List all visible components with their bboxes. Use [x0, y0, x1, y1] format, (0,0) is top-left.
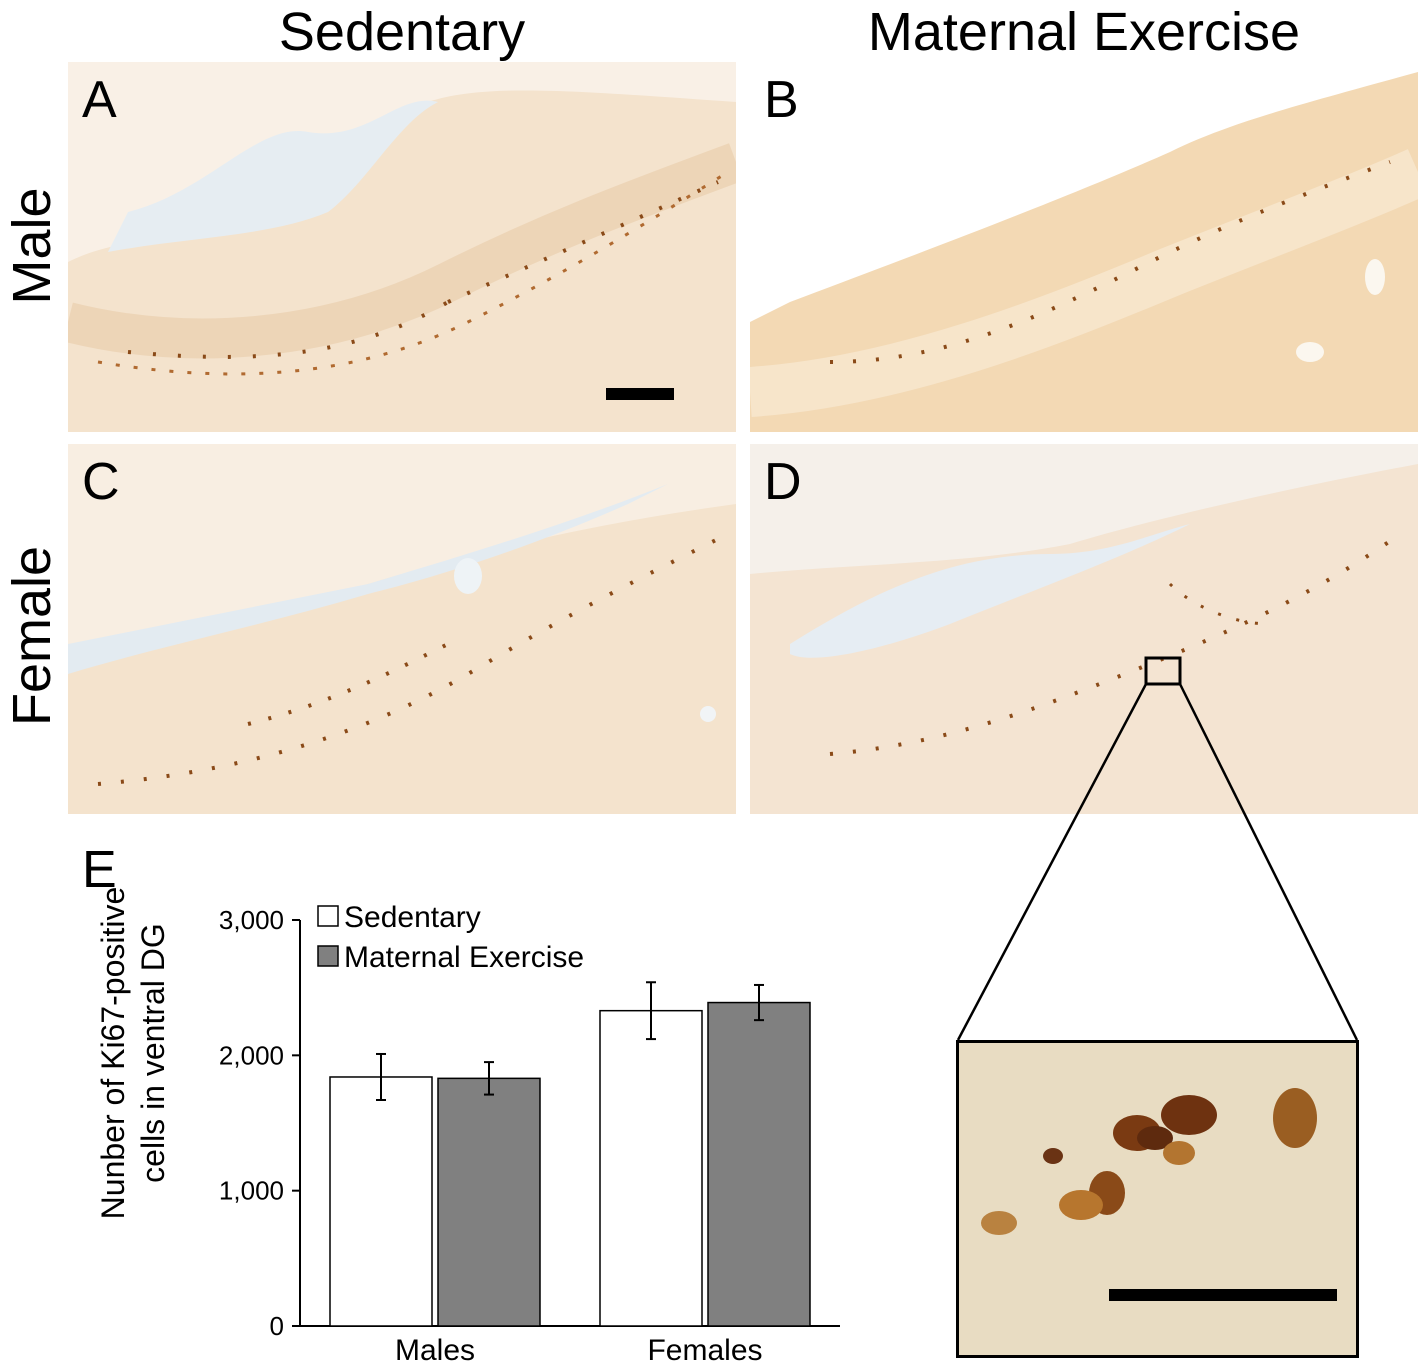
micrograph-c-image: [68, 444, 736, 814]
inset-cells-image: [959, 1043, 1356, 1355]
micrograph-panel-b: B: [750, 62, 1418, 432]
y-axis-label-line2: cells in ventral DG: [135, 923, 171, 1183]
panel-label-d: D: [764, 453, 802, 511]
y-tick-label: 2,000: [219, 1040, 284, 1070]
x-category-label: Females: [647, 1334, 762, 1362]
inset-high-magnification: [956, 1040, 1359, 1358]
micrograph-d-image: [750, 444, 1418, 814]
y-tick-label: 3,000: [219, 905, 284, 935]
micrograph-panel-a: A: [68, 62, 736, 432]
panel-label-e: E: [82, 841, 117, 899]
column-header-sedentary: Sedentary: [278, 2, 526, 62]
y-tick-label: 0: [270, 1311, 284, 1341]
legend-label-0: Sedentary: [344, 901, 481, 934]
bar-females-0: [599, 1009, 703, 1327]
y-tick-label: 1,000: [219, 1176, 284, 1206]
micrograph-panel-c: C: [68, 444, 736, 814]
bar-females-1: [707, 1001, 811, 1327]
x-category-label: Males: [395, 1334, 475, 1362]
column-header-maternal-exercise: Maternal Exercise: [867, 2, 1301, 62]
panel-label-a: A: [82, 71, 117, 129]
bar-males-0: [329, 1076, 433, 1327]
legend-swatch-1: [317, 945, 339, 967]
legend-label-1: Maternal Exercise: [344, 941, 584, 974]
panel-label-b: B: [764, 71, 799, 129]
micrograph-a-image: [68, 62, 736, 432]
panel-label-c: C: [82, 453, 120, 511]
micrograph-panel-d: D: [750, 444, 1418, 814]
legend-swatch-0: [317, 905, 339, 927]
micrograph-b-image: [750, 62, 1418, 432]
y-axis-label-line1: Nunber of Ki67-positive: [95, 887, 131, 1220]
bar-males-1: [437, 1077, 541, 1327]
